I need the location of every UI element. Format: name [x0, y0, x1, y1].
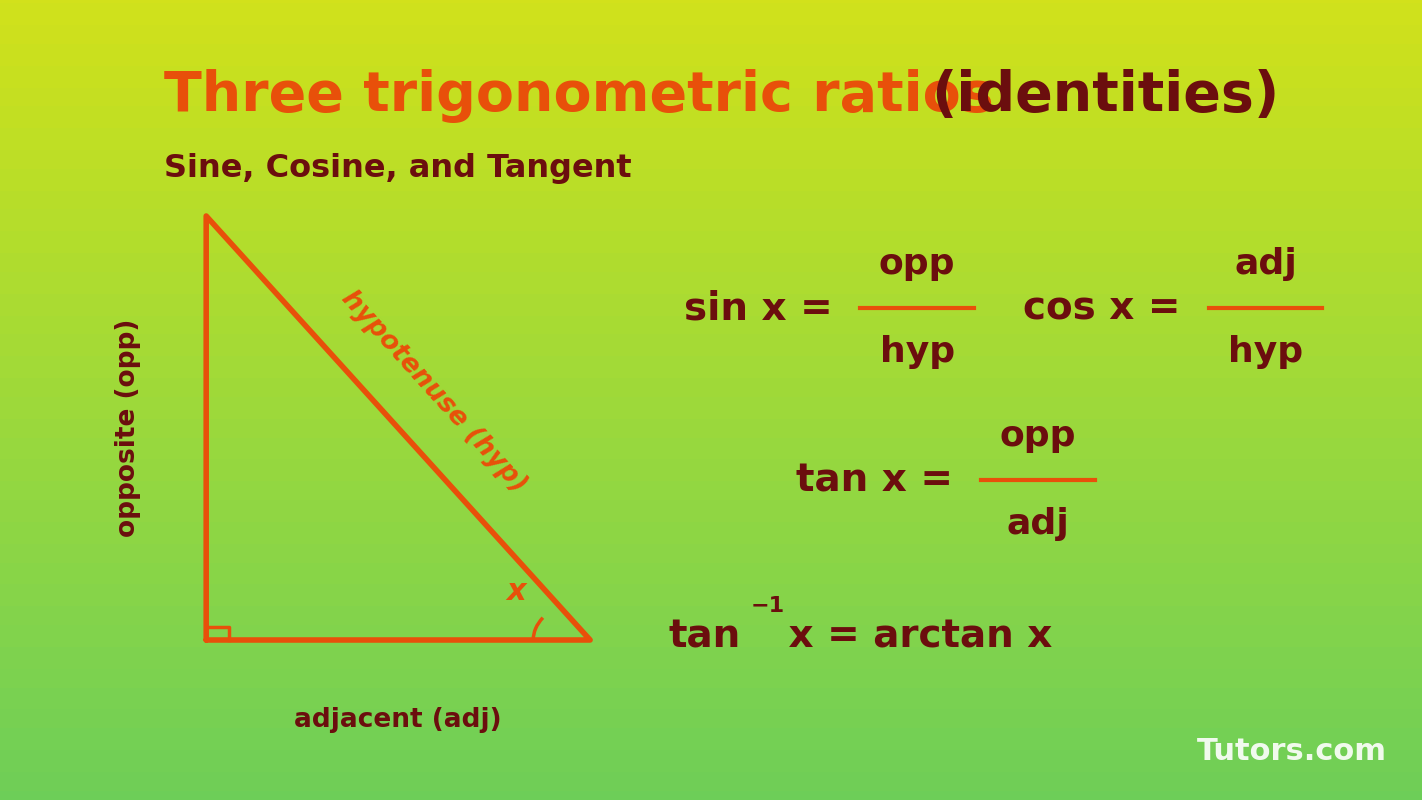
Text: Three trigonometric ratios: Three trigonometric ratios: [164, 69, 1012, 123]
Text: adjacent (adj): adjacent (adj): [294, 707, 502, 733]
Text: sin x =: sin x =: [684, 289, 846, 327]
Text: hypotenuse (hyp): hypotenuse (hyp): [336, 286, 532, 498]
Text: hyp: hyp: [1229, 335, 1303, 369]
Text: x: x: [506, 578, 526, 606]
Text: adj: adj: [1234, 247, 1297, 281]
Text: hyp: hyp: [880, 335, 954, 369]
Text: x = arctan x: x = arctan x: [775, 617, 1052, 655]
Text: opp: opp: [1000, 419, 1076, 453]
Text: −1: −1: [751, 595, 785, 616]
Text: Sine, Cosine, and Tangent: Sine, Cosine, and Tangent: [164, 153, 631, 183]
Text: tan x =: tan x =: [796, 461, 967, 499]
Text: (identities): (identities): [931, 69, 1280, 123]
Text: tan: tan: [668, 617, 741, 655]
Text: opp: opp: [879, 247, 956, 281]
Text: opposite (opp): opposite (opp): [115, 319, 141, 537]
Text: cos x =: cos x =: [1024, 289, 1194, 327]
Text: Tutors.com: Tutors.com: [1196, 738, 1386, 766]
Text: adj: adj: [1007, 507, 1069, 541]
